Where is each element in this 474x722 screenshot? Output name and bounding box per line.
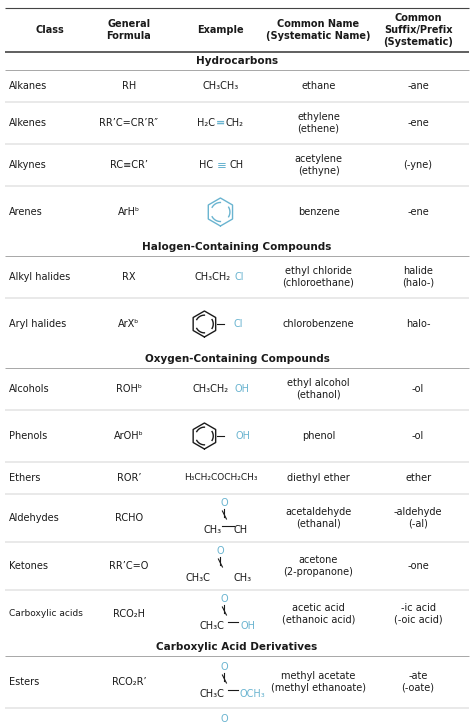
Text: Example: Example xyxy=(197,25,244,35)
Text: OH: OH xyxy=(236,431,250,441)
Text: -ol: -ol xyxy=(412,431,424,441)
Text: -ol: -ol xyxy=(412,384,424,394)
Text: Arenes: Arenes xyxy=(9,207,43,217)
Text: acetone
(2-propanone): acetone (2-propanone) xyxy=(283,555,354,577)
Text: halo-: halo- xyxy=(406,319,430,329)
Text: Ethers: Ethers xyxy=(9,473,40,483)
Text: -ic acid
(-oic acid): -ic acid (-oic acid) xyxy=(394,603,442,625)
Text: RH: RH xyxy=(122,81,136,91)
Text: diethyl ether: diethyl ether xyxy=(287,473,350,483)
Text: CH₃C: CH₃C xyxy=(200,689,225,699)
Text: HC: HC xyxy=(200,160,213,170)
Text: OCH₃: OCH₃ xyxy=(239,689,265,699)
Text: Common Name
(Systematic Name): Common Name (Systematic Name) xyxy=(266,19,371,41)
Text: Alcohols: Alcohols xyxy=(9,384,49,394)
Text: acetaldehyde
(ethanal): acetaldehyde (ethanal) xyxy=(285,507,352,529)
Text: halide
(halo-): halide (halo-) xyxy=(402,266,434,288)
Text: -ane: -ane xyxy=(407,81,429,91)
Text: Alkyl halides: Alkyl halides xyxy=(9,272,70,282)
Text: RC≡CR’: RC≡CR’ xyxy=(110,160,148,170)
Text: OH: OH xyxy=(241,621,256,631)
Text: RCO₂R’: RCO₂R’ xyxy=(111,677,146,687)
Text: H₃CH₂COCH₂CH₃: H₃CH₂COCH₂CH₃ xyxy=(183,474,257,482)
Text: O: O xyxy=(220,714,228,722)
Text: Hydrocarbons: Hydrocarbons xyxy=(196,56,278,66)
Text: ROR’: ROR’ xyxy=(117,473,141,483)
Text: Esters: Esters xyxy=(9,677,39,687)
Text: Alkanes: Alkanes xyxy=(9,81,47,91)
Text: O: O xyxy=(220,498,228,508)
Text: H₂C: H₂C xyxy=(197,118,215,128)
Text: Alkenes: Alkenes xyxy=(9,118,46,128)
Text: ArXᵇ: ArXᵇ xyxy=(118,319,140,329)
Text: Carboxylic Acid Derivatives: Carboxylic Acid Derivatives xyxy=(156,642,318,652)
Text: -aldehyde
(-al): -aldehyde (-al) xyxy=(394,507,442,529)
Text: CH: CH xyxy=(233,525,247,535)
Text: CH₃CH₂: CH₃CH₂ xyxy=(194,272,230,282)
Text: Cl: Cl xyxy=(235,272,244,282)
Text: -ene: -ene xyxy=(407,118,429,128)
Text: O: O xyxy=(220,594,228,604)
Text: RX: RX xyxy=(122,272,136,282)
Text: Class: Class xyxy=(36,25,64,35)
Text: RR’C=CR’R″: RR’C=CR’R″ xyxy=(100,118,158,128)
Text: Common
Suffix/Prefix
(Systematic): Common Suffix/Prefix (Systematic) xyxy=(383,14,453,47)
Text: O: O xyxy=(217,546,224,556)
Text: Halogen-Containing Compounds: Halogen-Containing Compounds xyxy=(142,242,332,252)
Text: CH₃CH₂: CH₃CH₂ xyxy=(192,384,228,394)
Text: phenol: phenol xyxy=(302,431,335,441)
Text: CH₃C: CH₃C xyxy=(186,573,211,583)
Text: ethane: ethane xyxy=(301,81,336,91)
Text: Cl: Cl xyxy=(233,319,243,329)
Text: CH₃: CH₃ xyxy=(233,573,252,583)
Text: O: O xyxy=(220,662,228,672)
Text: ArOHᵇ: ArOHᵇ xyxy=(114,431,144,441)
Text: Oxygen-Containing Compounds: Oxygen-Containing Compounds xyxy=(145,354,329,364)
Text: ether: ether xyxy=(405,473,431,483)
Text: CH: CH xyxy=(229,160,244,170)
Text: methyl acetate
(methyl ethanoate): methyl acetate (methyl ethanoate) xyxy=(271,671,366,693)
Text: -ene: -ene xyxy=(407,207,429,217)
Text: CH₃: CH₃ xyxy=(203,525,221,535)
Text: Carboxylic acids: Carboxylic acids xyxy=(9,609,82,619)
Text: =: = xyxy=(216,118,225,128)
Text: ArHᵇ: ArHᵇ xyxy=(118,207,140,217)
Text: RR’C=O: RR’C=O xyxy=(109,561,149,571)
Text: ethyl alcohol
(ethanol): ethyl alcohol (ethanol) xyxy=(287,378,350,400)
Text: -ate
(-oate): -ate (-oate) xyxy=(401,671,435,693)
Text: OH: OH xyxy=(235,384,250,394)
Text: chlorobenzene: chlorobenzene xyxy=(283,319,355,329)
Text: (-yne): (-yne) xyxy=(403,160,433,170)
Text: CH₂: CH₂ xyxy=(226,118,244,128)
Text: General
Formula: General Formula xyxy=(107,19,151,41)
Text: ethylene
(ethene): ethylene (ethene) xyxy=(297,112,340,134)
Text: Ketones: Ketones xyxy=(9,561,48,571)
Text: Alkynes: Alkynes xyxy=(9,160,46,170)
Text: ethyl chloride
(chloroethane): ethyl chloride (chloroethane) xyxy=(283,266,355,288)
Text: ROHᵇ: ROHᵇ xyxy=(116,384,142,394)
Text: -one: -one xyxy=(407,561,429,571)
Text: acetylene
(ethyne): acetylene (ethyne) xyxy=(294,155,343,175)
Text: CH₃CH₃: CH₃CH₃ xyxy=(202,81,238,91)
Text: RCHO: RCHO xyxy=(115,513,143,523)
Text: ≡: ≡ xyxy=(217,159,227,172)
Text: Aryl halides: Aryl halides xyxy=(9,319,66,329)
Text: Aldehydes: Aldehydes xyxy=(9,513,59,523)
Text: CH₃C: CH₃C xyxy=(200,621,225,631)
Text: benzene: benzene xyxy=(298,207,339,217)
Text: Phenols: Phenols xyxy=(9,431,47,441)
Text: acetic acid
(ethanoic acid): acetic acid (ethanoic acid) xyxy=(282,603,355,625)
Text: RCO₂H: RCO₂H xyxy=(113,609,145,619)
